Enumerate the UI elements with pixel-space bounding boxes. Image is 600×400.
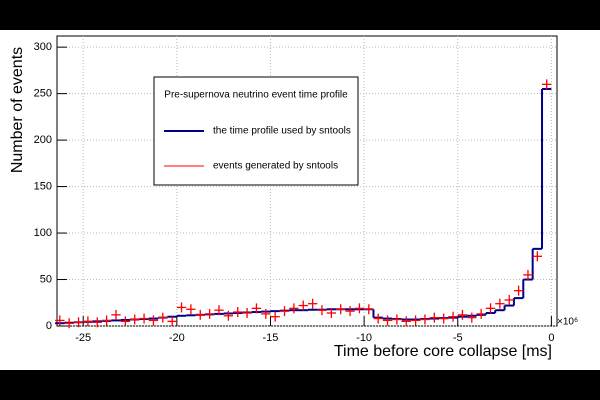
x-tick-label: -15	[263, 332, 279, 344]
event-marker	[148, 315, 159, 326]
event-marker	[186, 304, 196, 315]
event-marker	[242, 307, 252, 318]
event-marker	[420, 314, 430, 325]
y-axis-title: Number of events	[9, 47, 26, 173]
y-tick-label: 0	[46, 320, 52, 332]
event-marker	[354, 303, 365, 314]
legend-label: events generated by sntools	[213, 161, 338, 172]
x-tick-label: -10	[356, 332, 372, 344]
event-marker	[495, 298, 505, 309]
legend-label: the time profile used by sntools	[213, 126, 351, 137]
event-marker	[401, 316, 411, 327]
event-marker	[111, 309, 121, 320]
event-marker	[223, 310, 234, 321]
x-axis-title: Time before core collapse [ms]	[334, 343, 552, 360]
event-marker	[289, 303, 299, 314]
event-marker	[439, 313, 449, 324]
event-marker	[176, 302, 187, 313]
event-marker	[523, 269, 533, 280]
y-tick-label: 50	[40, 273, 52, 285]
event-marker	[326, 307, 337, 318]
event-marker	[195, 309, 205, 320]
event-marker	[130, 314, 140, 325]
event-marker	[92, 317, 102, 328]
event-marker	[233, 307, 243, 318]
event-marker	[158, 312, 168, 323]
event-marker	[167, 316, 177, 327]
event-marker	[345, 306, 355, 317]
event-marker	[364, 304, 374, 315]
y-tick-label: 250	[34, 88, 52, 100]
event-marker	[101, 315, 112, 326]
event-marker	[485, 303, 496, 314]
event-marker	[513, 285, 524, 296]
event-marker	[270, 311, 280, 322]
event-marker	[467, 312, 477, 323]
event-marker	[214, 305, 224, 316]
event-marker	[448, 311, 458, 322]
event-marker	[307, 298, 318, 309]
event-marker	[504, 294, 514, 305]
event-marker	[279, 306, 290, 317]
event-marker	[298, 300, 308, 311]
event-marker	[73, 317, 84, 328]
event-marker	[532, 251, 543, 262]
x-tick-label: 0	[548, 332, 554, 344]
x-tick-label: -20	[169, 332, 185, 344]
x-tick-label: -5	[453, 332, 463, 344]
event-marker	[139, 313, 149, 324]
event-marker	[392, 314, 402, 325]
y-tick-label: 200	[34, 134, 52, 146]
event-marker	[120, 316, 131, 327]
event-marker	[373, 313, 383, 324]
event-marker	[336, 304, 346, 315]
event-marker	[204, 308, 215, 319]
event-marker	[382, 315, 393, 326]
event-marker	[476, 308, 486, 319]
event-marker	[410, 315, 421, 326]
event-marker	[317, 305, 327, 316]
x-multiplier: ×10⁶	[557, 317, 578, 328]
y-tick-label: 300	[34, 41, 52, 53]
event-marker	[429, 312, 440, 323]
y-tick-label: 100	[34, 227, 52, 239]
event-marker	[55, 315, 65, 326]
y-tick-label: 150	[34, 180, 52, 192]
event-marker	[542, 79, 552, 90]
event-marker	[251, 303, 262, 314]
legend-title: Pre-supernova neutrino event time profil…	[164, 90, 348, 101]
event-marker	[261, 308, 271, 319]
event-marker	[83, 316, 93, 327]
event-marker	[457, 309, 468, 320]
x-tick-label: -25	[75, 332, 91, 344]
event-marker	[64, 318, 74, 329]
